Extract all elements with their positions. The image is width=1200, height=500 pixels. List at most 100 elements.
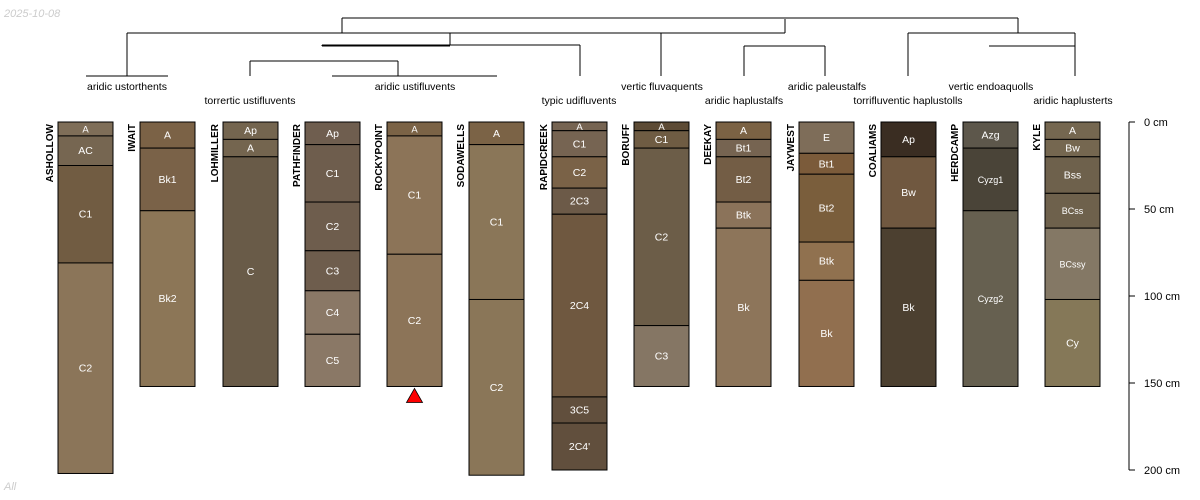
horizon-label: C: [247, 266, 255, 278]
horizon-block: [304, 144, 361, 203]
taxon-label: aridic paleustalfs: [788, 81, 866, 93]
horizon-label: A: [164, 130, 171, 142]
horizon-block: [962, 210, 1019, 387]
date-stamp: 2025-10-08: [4, 8, 61, 20]
horizon-label: C2: [408, 315, 422, 327]
depth-tick-label: 50 cm: [1144, 204, 1174, 216]
horizon-label: C1: [408, 190, 422, 202]
horizon-label: A: [82, 124, 89, 135]
horizon-block: [633, 325, 690, 387]
horizon-label: Cyzg1: [978, 175, 1004, 185]
profile-lohmiller: Ap A C LOHMILLER: [210, 121, 279, 387]
horizon-label: A: [740, 125, 747, 137]
horizon-label: Cy: [1066, 337, 1080, 349]
horizon-label: C1: [326, 168, 340, 180]
profile-boruff: AC1 C2 C3 BORUFF: [621, 121, 690, 387]
horizon-label: A: [576, 122, 583, 133]
horizon-label: A: [1069, 125, 1076, 137]
profile-name: COALIAMS: [868, 124, 879, 178]
horizon-block: [962, 147, 1019, 212]
horizon-block: [798, 173, 855, 243]
horizon-block: [1044, 227, 1101, 300]
horizon-block: [880, 227, 937, 387]
horizon-label: BCssy: [1059, 259, 1086, 269]
horizon-block: [551, 422, 608, 471]
horizon-label: C1: [79, 209, 93, 221]
taxon-label: torrifluventic haplustolls: [853, 95, 962, 107]
horizon-label: Cyzg2: [978, 294, 1004, 304]
profile-coaliams: Ap Bw Bk COALIAMS: [868, 121, 937, 387]
horizon-label: C1: [490, 217, 504, 229]
horizon-block: [798, 241, 855, 281]
taxon-label: aridic haplustalfs: [705, 95, 783, 107]
horizon-label: A: [411, 124, 418, 135]
horizon-label: Ap: [902, 134, 915, 146]
profile-pathfinder: Ap C1 C2 C3 C4 C5 PATHFINDER: [292, 121, 361, 387]
horizon-label: Btk: [819, 256, 835, 268]
horizon-block: [57, 262, 114, 474]
profile-name: LOHMILLER: [210, 123, 221, 182]
horizon-block: [551, 213, 608, 398]
horizon-block: [386, 135, 443, 255]
depth-tick-label: 0 cm: [1144, 117, 1168, 129]
depth-tick-label: 150 cm: [1144, 378, 1180, 390]
profile-kyle: A Bw Bss BCss BCssy Cy KYLE: [1032, 121, 1101, 387]
horizon-block: [633, 147, 690, 327]
taxon-label: aridic haplusterts: [1033, 95, 1112, 107]
depth-marker-triangle: [405, 387, 424, 403]
profile-deekay: A Bt1 Bt2 Btk Bk DEEKAY: [703, 121, 772, 387]
horizon-block: [57, 165, 114, 264]
profile-name: JAYWEST: [786, 124, 797, 171]
horizon-label: Btk: [736, 210, 752, 222]
horizon-block: [139, 121, 196, 149]
horizon-block: [715, 156, 772, 203]
horizon-block: [880, 121, 937, 158]
dendrogram: [86, 17, 1076, 77]
horizon-label: BCss: [1062, 206, 1084, 216]
horizon-block: [715, 227, 772, 387]
profile-ashollow: A AC C1 C2 ASHOLLOW: [45, 121, 114, 474]
horizon-label: A: [658, 122, 665, 133]
horizon-label: 2C4': [569, 441, 590, 453]
footer-note: All: [4, 481, 17, 493]
horizon-label: 2C4: [570, 300, 589, 312]
profile-name: SODAWELLS: [456, 124, 467, 188]
horizon-label: Bk2: [158, 293, 176, 305]
horizon-label: Ap: [326, 128, 339, 140]
horizon-block: [551, 396, 608, 424]
horizon-label: Bt1: [736, 143, 752, 155]
horizon-label: Bss: [1064, 170, 1082, 182]
depth-tick-label: 100 cm: [1144, 291, 1180, 303]
horizon-label: C5: [326, 355, 340, 367]
taxon-label: aridic ustorthents: [87, 81, 167, 93]
taxon-label: vertic endoaquolls: [949, 81, 1034, 93]
taxon-label: aridic ustifluvents: [375, 81, 456, 93]
profile-iwait: A Bk1 Bk2 IWAIT: [127, 121, 196, 387]
horizon-label: C4: [326, 307, 340, 319]
profile-name: KYLE: [1032, 124, 1043, 151]
horizon-block: [304, 201, 361, 252]
horizon-block: [551, 187, 608, 215]
taxon-label: torrertic ustifluvents: [204, 95, 295, 107]
horizon-label: C3: [655, 351, 669, 363]
horizon-label: Azg: [981, 130, 999, 142]
horizon-block: [468, 144, 525, 300]
taxon-label: vertic fluvaquents: [621, 81, 703, 93]
horizon-block: [1044, 298, 1101, 387]
horizon-block: [798, 279, 855, 387]
depth-axis: 0 cm 50 cm 100 cm 150 cm 200 cm: [1128, 117, 1180, 477]
horizon-block: [468, 298, 525, 476]
horizon-label: C2: [326, 221, 340, 233]
taxon-label: typic udifluvents: [542, 95, 617, 107]
horizon-label: Bt1: [819, 158, 835, 170]
horizon-label: Bk: [902, 302, 915, 314]
horizon-label: C2: [573, 167, 587, 179]
horizon-block: [222, 156, 279, 387]
profile-name: IWAIT: [127, 124, 138, 152]
horizon-block: [139, 210, 196, 387]
depth-tick-label: 200 cm: [1144, 465, 1180, 477]
horizon-block: [798, 121, 855, 154]
horizon-label: 3C5: [570, 404, 589, 416]
horizon-block: [1044, 192, 1101, 229]
